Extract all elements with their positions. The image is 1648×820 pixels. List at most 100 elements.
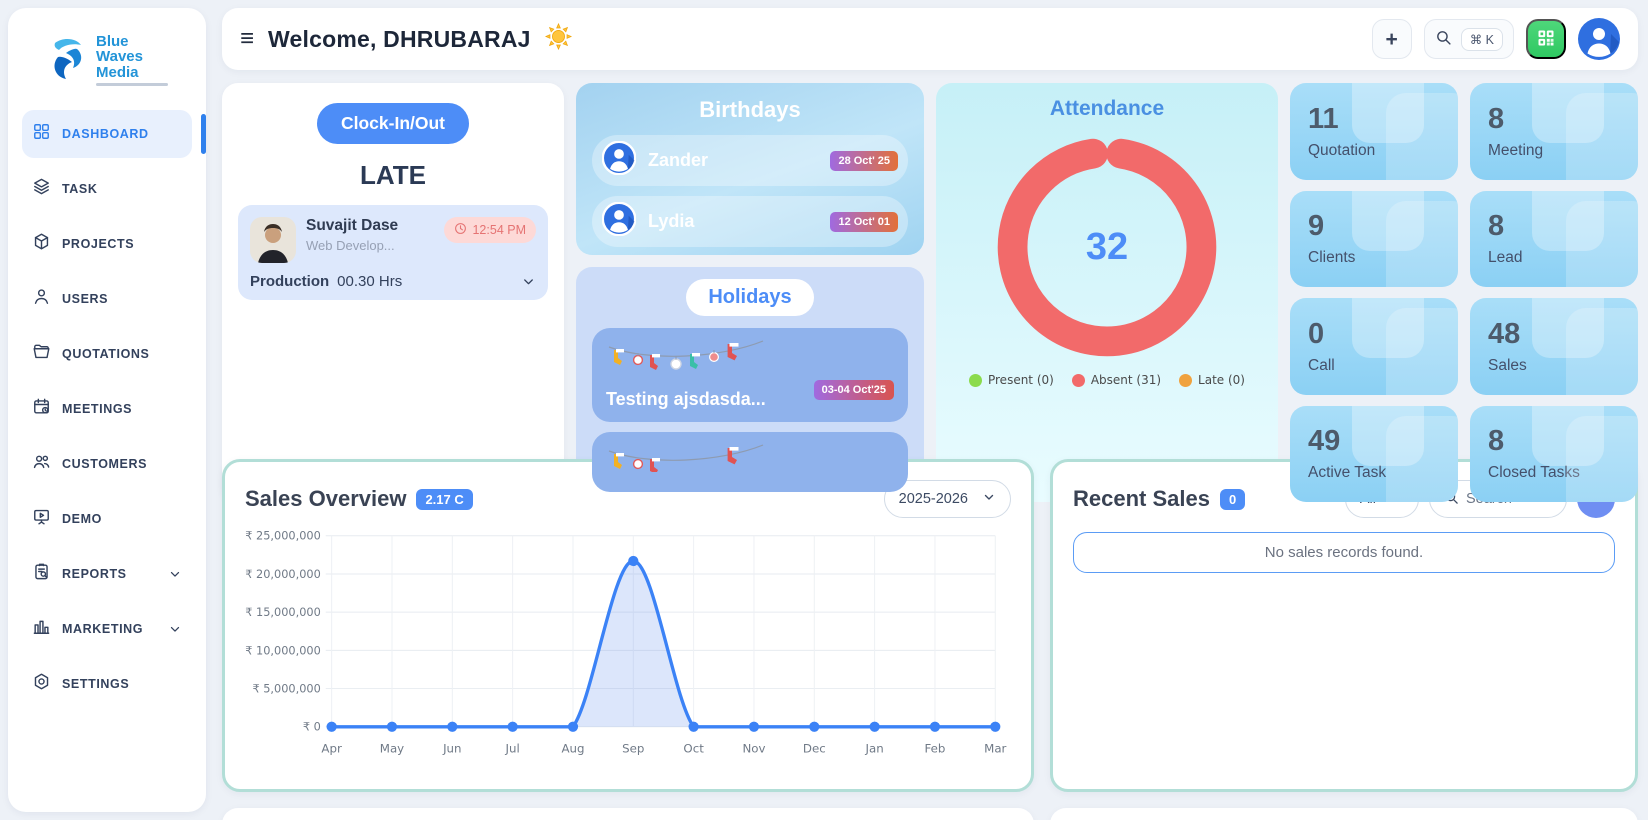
legend-late: Late (0) [1179,373,1245,387]
sidebar-item-label: MARKETING [62,621,144,636]
sidebar-item-label: QUOTATIONS [62,346,150,361]
year-filter-dropdown[interactable]: 2025-2026 [883,480,1011,518]
chevron-down-icon [168,622,182,636]
svg-text:₹ 20,000,000: ₹ 20,000,000 [245,567,321,581]
svg-text:Jan: Jan [865,741,884,755]
sidebar-item-label: MEETINGS [62,401,133,416]
avatar-icon [601,140,637,180]
svg-text:Sep: Sep [622,741,644,755]
stat-active-task[interactable]: 49 Active Task [1290,405,1458,502]
sidebar-item-task[interactable]: TASK [22,165,192,213]
holiday-list-item[interactable]: Testing ajsdasda... 03-04 Oct'25 [592,328,908,422]
clock-in-out-card: Clock-In/Out LATE Suvajit Dase Web Devel… [222,83,564,502]
sidebar-item-marketing[interactable]: MARKETING [22,605,192,653]
chevron-down-icon[interactable] [521,274,536,289]
birthday-list-item[interactable]: Zander 28 Oct' 25 [592,135,908,186]
holiday-date-badge: 03-04 Oct'25 [813,380,894,400]
new-leads-card: New Leads 0 Today [1050,808,1638,820]
svg-text:Dec: Dec [803,741,826,755]
sidebar-item-settings[interactable]: SETTINGS [22,660,192,708]
absent-dot [1071,373,1085,387]
sales-overview-title: Sales Overview [245,486,407,511]
keyboard-shortcut: ⌘ K [1460,27,1503,51]
svg-text:₹ 0: ₹ 0 [303,720,321,734]
sidebar-item-label: USERS [62,291,109,306]
sidebar-item-label: TASK [62,181,98,196]
sidebar-item-projects[interactable]: PROJECTS [22,220,192,268]
sidebar-item-label: PROJECTS [62,236,135,251]
svg-text:₹ 15,000,000: ₹ 15,000,000 [245,605,321,619]
clock-in-out-button[interactable]: Clock-In/Out [316,103,470,144]
brand-logo: Blue Waves Media [8,8,206,106]
svg-text:Nov: Nov [742,741,765,755]
svg-text:Mar: Mar [984,741,1006,755]
sidebar-nav: DASHBOARD TASK PROJECTS USERS QUOTATIONS… [8,106,206,719]
sidebar-item-customers[interactable]: CUSTOMERS [22,440,192,488]
garland-decoration [606,444,766,476]
svg-text:Jun: Jun [442,741,461,755]
user-avatar[interactable] [1578,18,1620,60]
global-search-button[interactable]: ⌘ K [1423,19,1514,59]
svg-text:₹ 10,000,000: ₹ 10,000,000 [245,643,321,657]
stat-sales[interactable]: 48 Sales [1470,298,1638,395]
bar-chart-icon [32,617,51,641]
attendance-donut-chart: 32 [989,129,1225,365]
no-sales-message: No sales records found. [1073,532,1615,573]
holidays-card: Holidays Test [576,267,924,502]
blue-waves-logo-icon [54,38,82,79]
stat-meeting[interactable]: 8 Meeting [1470,83,1638,180]
layers-icon [32,177,51,201]
main-content: ≡ Welcome, DHRUBARAJ + ⌘ K Clock-In [222,0,1638,820]
sidebar-item-reports[interactable]: REPORTS [22,550,192,598]
employee-clock-entry: Suvajit Dase Web Develop... 12:54 PM Pro… [238,205,548,300]
top-header: ≡ Welcome, DHRUBARAJ + ⌘ K [222,8,1638,70]
employee-role: Web Develop... [306,238,395,253]
stat-call[interactable]: 0 Call [1290,298,1458,395]
project-name: Production [250,273,330,290]
clock-icon [454,222,467,238]
sidebar-item-dashboard[interactable]: DASHBOARD [22,109,206,158]
svg-text:Apr: Apr [321,741,342,755]
late-status: LATE [360,160,426,190]
sidebar-item-quotations[interactable]: QUOTATIONS [22,330,192,378]
sidebar-item-label: REPORTS [62,566,127,581]
holiday-list-item-clipped [592,432,908,492]
holidays-title: Holidays [686,279,814,316]
sidebar-item-demo[interactable]: DEMO [22,495,192,543]
present-dot [968,373,982,387]
search-icon [1435,29,1452,49]
attendance-title: Attendance [1049,97,1165,120]
avatar-icon [601,201,637,241]
birthday-date-badge: 12 Oct' 01 [830,211,898,232]
stat-closed-tasks[interactable]: 8 Closed Tasks [1470,405,1638,502]
stat-lead[interactable]: 8 Lead [1470,190,1638,287]
report-search-icon [32,562,51,586]
folder-icon [32,342,51,366]
recent-sales-title: Recent Sales [1073,486,1210,511]
legend-present: Present (0) [968,373,1054,387]
recent-sales-card: Recent Sales 0 All No sales records foun… [1050,459,1638,792]
menu-icon[interactable]: ≡ [240,25,255,52]
stat-quotation[interactable]: 11 Quotation [1290,83,1458,180]
birthday-date-badge: 28 Oct' 25 [830,150,898,171]
late-dot [1179,373,1193,387]
brand-name: Blue Waves Media [96,33,143,81]
sidebar-item-label: DASHBOARD [62,126,149,141]
birthdays-title: Birthdays [699,97,801,122]
birthday-person-name: Zander [648,150,709,170]
sidebar-item-meetings[interactable]: MEETINGS [22,385,192,433]
birthday-list-item[interactable]: Lydia 12 Oct' 01 [592,196,908,247]
stats-grid: 11 Quotation 8 Meeting 9 Clients 8 Lead 0 Cal… [1290,83,1638,502]
svg-text:₹ 25,000,000: ₹ 25,000,000 [245,529,321,543]
sidebar-item-users[interactable]: USERS [22,275,192,323]
qr-scan-button[interactable] [1526,19,1566,59]
stat-clients[interactable]: 9 Clients [1290,190,1458,287]
legend-absent: Absent (31) [1071,373,1161,387]
sales-total-badge: 2.17 C [416,488,473,510]
hours-worked: 00.30 Hrs [337,273,403,290]
recent-sales-count-badge: 0 [1219,488,1246,510]
svg-text:Aug: Aug [561,741,584,755]
attendance-legend: Present (0) Absent (31) Late (0) [968,373,1245,387]
employee-photo [250,217,296,263]
add-button[interactable]: + [1371,19,1412,59]
